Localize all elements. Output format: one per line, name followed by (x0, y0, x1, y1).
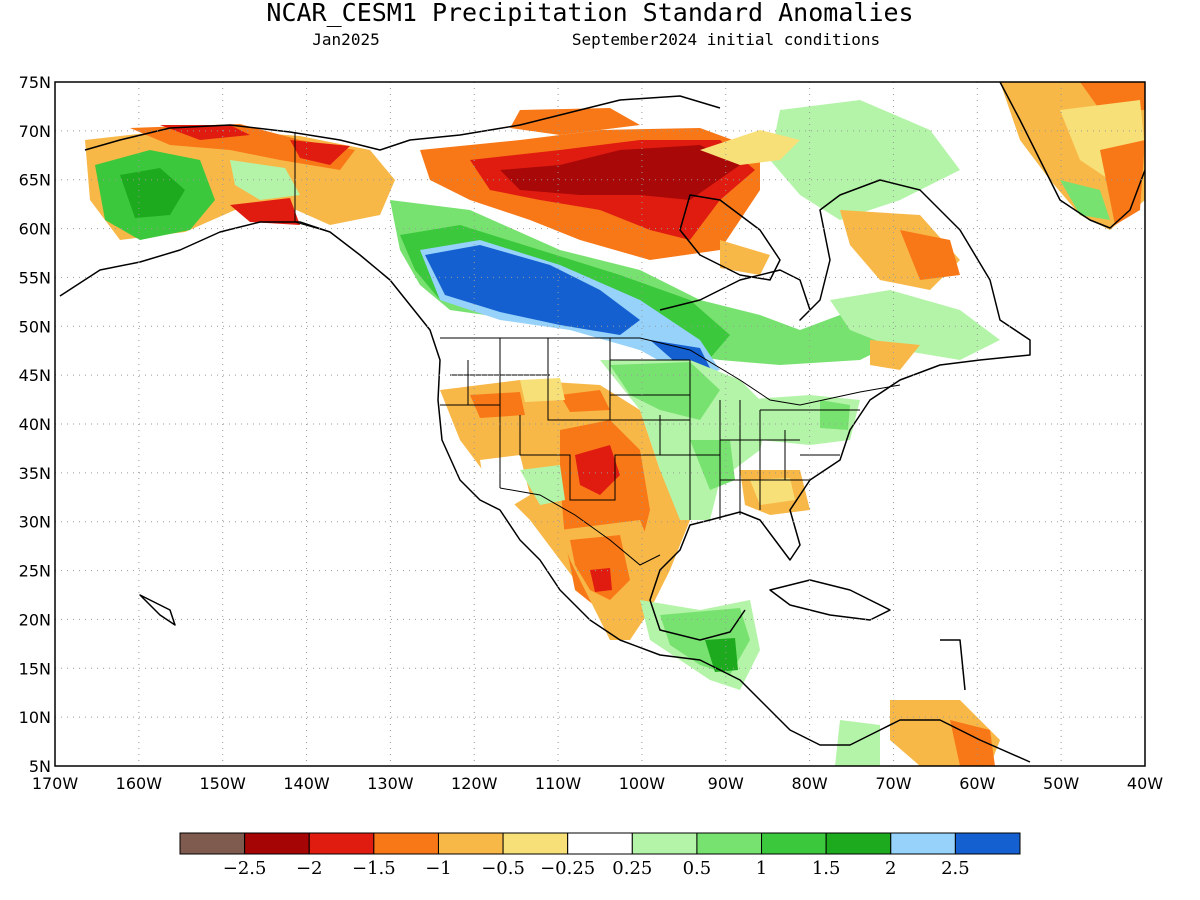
colorbar-swatch (631, 832, 698, 855)
colorbar-swatch (502, 832, 569, 855)
lon-label: 150W (200, 774, 247, 793)
lat-label: 70N (19, 122, 51, 141)
colorbar-swatch (373, 832, 439, 855)
map-area (55, 82, 1145, 766)
colorbar-label: 2.5 (941, 858, 970, 879)
colorbar-label: −0.25 (540, 858, 595, 879)
colorbar-swatch (244, 832, 310, 855)
colorbar-label: −2 (296, 858, 323, 879)
lat-label: 55N (19, 268, 51, 287)
longitude-labels: 170W 160W 150W 140W 130W 120W 110W 100W 90W 80W 70… (32, 774, 1163, 793)
anomaly-fields (85, 82, 1145, 766)
colorbar-swatch (567, 832, 633, 855)
latitude-labels: 75N 70N 65N 60N 55N 50N 45N 40N 35N 30N 25N 20N 15N 1… (19, 73, 51, 776)
lat-label: 20N (19, 610, 51, 629)
colorbar-swatch (696, 832, 763, 855)
gridlines (55, 82, 1145, 766)
lat-label: 45N (19, 366, 51, 385)
lat-label: 60N (19, 220, 51, 239)
lat-label: 15N (19, 659, 51, 678)
political-borders (294, 132, 901, 566)
lon-label: 80W (792, 774, 828, 793)
lat-label: 30N (19, 513, 51, 532)
western-canada-wet (390, 200, 900, 365)
colorbar-label: 1.5 (812, 858, 841, 879)
lat-label: 35N (19, 464, 51, 483)
map-title: NCAR_CESM1 Precipitation Standard Anomal… (266, 0, 913, 27)
colorbar-swatch (954, 832, 1021, 855)
colorbar-label: −0.5 (481, 858, 525, 879)
lon-label: 100W (619, 774, 666, 793)
lon-label: 160W (116, 774, 163, 793)
lon-label: 130W (367, 774, 414, 793)
colorbar-labels: −2.5 −2 −1.5 −1 −0.5 −0.25 0.25 0.5 1 1.5 2 2.5 (223, 858, 970, 879)
lon-label: 70W (875, 774, 911, 793)
map-frame (54, 81, 1146, 767)
colorbar-swatch (825, 832, 892, 855)
lon-label: 40W (1127, 774, 1163, 793)
colorbar-swatch (308, 832, 375, 855)
colorbar-label: −1.5 (352, 858, 396, 879)
lat-label: 75N (19, 73, 51, 92)
lon-label: 120W (451, 774, 498, 793)
lon-label: 170W (32, 774, 79, 793)
lon-label: 50W (1043, 774, 1079, 793)
colorbar-label: 0.25 (612, 858, 652, 879)
colorbar-label: −2.5 (223, 858, 267, 879)
lat-label: 65N (19, 171, 51, 190)
lon-label: 140W (283, 774, 330, 793)
colorbar-swatch (179, 832, 246, 855)
alaska-north-dry (130, 124, 355, 170)
lat-label: 5N (29, 757, 51, 776)
lat-label: 25N (19, 562, 51, 581)
lat-label: 10N (19, 708, 51, 727)
colorbar-label: 1 (756, 858, 767, 879)
lat-label: 50N (19, 317, 51, 336)
subtitle-initial-conditions: September2024 initial conditions (572, 30, 880, 49)
lon-label: 110W (535, 774, 582, 793)
colorbar-label: 2 (885, 858, 896, 879)
canadian-prairies-wet (425, 245, 640, 335)
colorbar-swatch (437, 832, 504, 855)
colorbar-label: 0.5 (683, 858, 712, 879)
colorbar-swatch (890, 832, 956, 855)
lon-label: 60W (959, 774, 995, 793)
colorbar-swatch (761, 832, 827, 855)
subtitle-month: Jan2025 (312, 30, 379, 49)
lat-label: 40N (19, 415, 51, 434)
lon-label: 90W (708, 774, 744, 793)
colorbar (179, 832, 1021, 855)
colorbar-label: −1 (425, 858, 452, 879)
